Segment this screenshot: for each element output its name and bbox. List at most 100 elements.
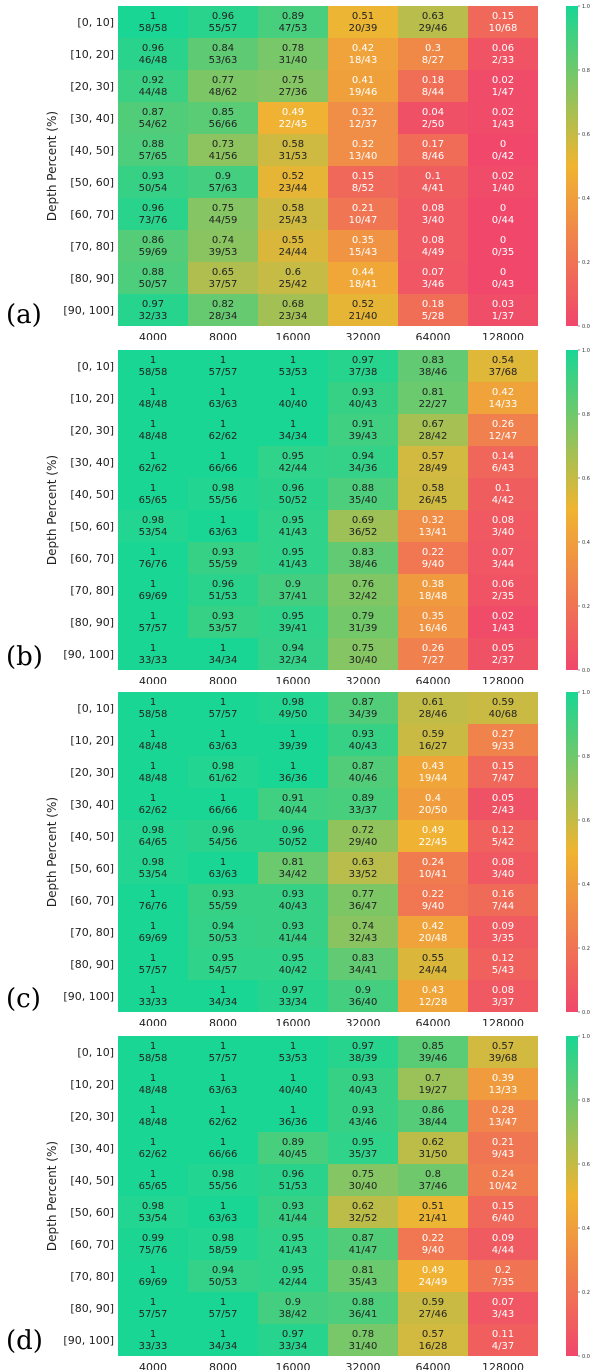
heatmap-cell	[468, 724, 538, 756]
cell-count-label: 55/57	[209, 23, 238, 34]
heatmap-cell	[258, 1292, 328, 1324]
cell-value-label: 0.52	[282, 171, 304, 182]
cell-count-label: 48/48	[139, 773, 168, 784]
heatmap-cell	[188, 1164, 258, 1196]
heatmap-cell	[468, 820, 538, 852]
cell-value-label: 1	[150, 953, 156, 964]
heatmap-cell	[258, 230, 328, 262]
cell-count-label: 57/57	[139, 1309, 168, 1320]
cell-value-label: 0.83	[352, 953, 374, 964]
cell-value-label: 1	[220, 857, 226, 868]
heatmap-cell	[468, 1260, 538, 1292]
cell-value-label: 0.22	[422, 889, 444, 900]
heatmap-cell	[258, 542, 328, 574]
cell-value-label: 0.02	[492, 171, 514, 182]
x-tick-label: 8000	[209, 1017, 237, 1026]
heatmap-cell	[468, 446, 538, 478]
y-tick-label: [80, 90]	[70, 958, 114, 971]
x-tick-label: 16000	[276, 1017, 311, 1026]
cell-count-label: 13/33	[489, 1085, 518, 1096]
cell-count-label: 15/43	[349, 247, 378, 258]
heatmap-cell	[468, 1228, 538, 1260]
heatmap-cell	[258, 692, 328, 724]
cell-value-label: 0.3	[425, 43, 441, 54]
y-tick-label: [90, 100]	[63, 304, 114, 317]
cell-value-label: 0.09	[492, 921, 514, 932]
cell-value-label: 0.63	[352, 857, 374, 868]
heatmap-cell	[468, 294, 538, 326]
heatmap-cell	[468, 262, 538, 294]
heatmap-cell	[398, 606, 468, 638]
cell-value-label: 0.06	[492, 579, 514, 590]
cell-value-label: 0.42	[352, 43, 374, 54]
y-axis-label: Depth Percent (%)	[45, 1141, 59, 1251]
cell-count-label: 69/69	[139, 591, 168, 602]
cell-count-label: 26/45	[419, 495, 448, 506]
cell-value-label: 0.24	[422, 857, 444, 868]
heatmap-cell	[188, 1324, 258, 1356]
cell-value-label: 0.93	[352, 1073, 374, 1084]
cell-value-label: 0.97	[282, 1329, 304, 1340]
cell-count-label: 12/28	[419, 997, 448, 1008]
cell-count-label: 4/49	[422, 247, 444, 258]
cell-count-label: 76/76	[139, 559, 168, 570]
cell-count-label: 0/43	[492, 279, 514, 290]
cell-count-label: 31/53	[279, 151, 308, 162]
cell-value-label: 0.95	[282, 953, 304, 964]
cell-value-label: 0.81	[282, 857, 304, 868]
y-tick-label: [70, 80]	[70, 240, 114, 253]
heatmap-cell	[258, 382, 328, 414]
cell-count-label: 22/45	[279, 119, 308, 130]
cell-value-label: 0.63	[422, 11, 444, 22]
colorbar-tick-label: 0.0	[582, 324, 590, 330]
cell-value-label: 0.49	[422, 1265, 444, 1276]
heatmap-cell	[188, 948, 258, 980]
heatmap-cell	[258, 510, 328, 542]
cell-count-label: 57/57	[209, 367, 238, 378]
cell-value-label: 0.75	[212, 203, 234, 214]
x-tick-label: 16000	[276, 1361, 311, 1370]
heatmap-cell	[118, 446, 188, 478]
cell-value-label: 0.11	[492, 1329, 514, 1340]
heatmap-cell	[188, 820, 258, 852]
colorbar-tick-label: 1.0	[582, 4, 590, 10]
cell-value-label: 0.58	[422, 483, 444, 494]
cell-value-label: 0.88	[142, 267, 164, 278]
cell-value-label: 0.59	[422, 729, 444, 740]
cell-value-label: 1	[220, 1137, 226, 1148]
heatmap-cell	[258, 1196, 328, 1228]
y-tick-label: [20, 30]	[70, 80, 114, 93]
cell-count-label: 57/57	[139, 623, 168, 634]
heatmap-cell	[188, 1292, 258, 1324]
cell-count-label: 69/69	[139, 933, 168, 944]
heatmap-cell	[328, 166, 398, 198]
heatmap-cell	[118, 350, 188, 382]
heatmap-cell	[118, 852, 188, 884]
heatmap-cell	[398, 916, 468, 948]
heatmap-cell	[468, 692, 538, 724]
cell-value-label: 1	[150, 1297, 156, 1308]
cell-count-label: 25/43	[279, 215, 308, 226]
heatmap-cell	[188, 884, 258, 916]
cell-value-label: 0.18	[422, 75, 444, 86]
cell-count-label: 9/33	[492, 741, 514, 752]
heatmap-cell	[258, 574, 328, 606]
heatmap-cell	[328, 1100, 398, 1132]
cell-count-label: 8/44	[422, 87, 444, 98]
cell-value-label: 0.97	[352, 355, 374, 366]
cell-value-label: 0.96	[142, 203, 164, 214]
heatmap-cell	[118, 414, 188, 446]
cell-count-label: 18/43	[349, 55, 378, 66]
cell-value-label: 0.55	[422, 953, 444, 964]
heatmap-cell	[468, 542, 538, 574]
cell-count-label: 33/37	[349, 805, 378, 816]
cell-count-label: 44/48	[139, 87, 168, 98]
cell-count-label: 41/47	[349, 1245, 378, 1256]
cell-value-label: 0.98	[142, 1201, 164, 1212]
cell-count-label: 48/48	[139, 1117, 168, 1128]
y-tick-label: [10, 20]	[70, 48, 114, 61]
cell-value-label: 0.15	[352, 171, 374, 182]
cell-value-label: 0.62	[422, 1137, 444, 1148]
heatmap-cell	[118, 1228, 188, 1260]
cell-value-label: 0.18	[422, 299, 444, 310]
